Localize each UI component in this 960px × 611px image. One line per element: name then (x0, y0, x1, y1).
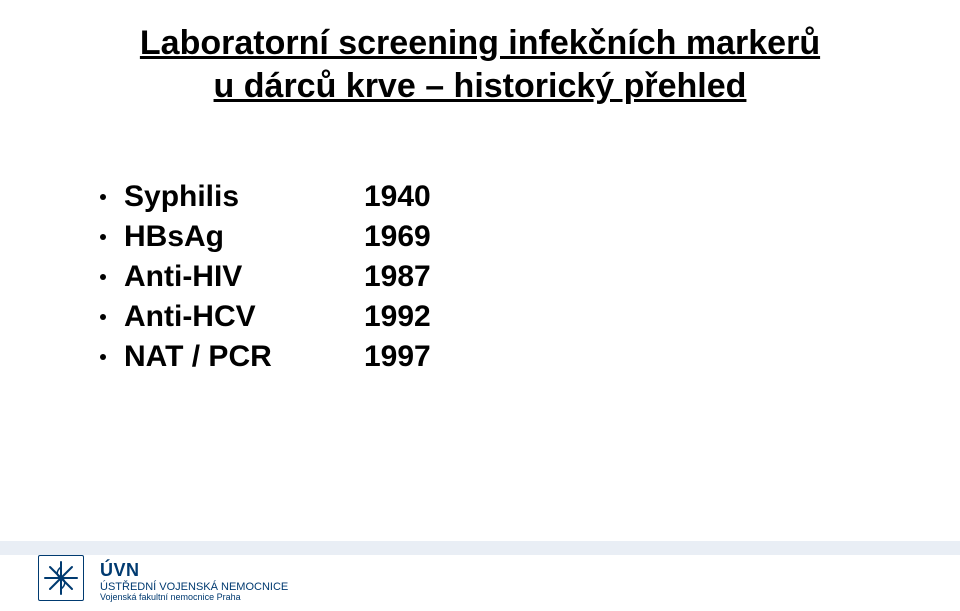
bullet-dot-icon (100, 354, 106, 360)
bullet-dot-icon (100, 194, 106, 200)
org-acronym: ÚVN (100, 560, 288, 581)
footer-band (0, 541, 960, 555)
list-item: Syphilis 1940 (100, 180, 431, 214)
item-value: 1940 (364, 180, 431, 214)
list-item: NAT / PCR 1997 (100, 340, 431, 374)
bullet-dot-icon (100, 274, 106, 280)
slide-title: Laboratorní screening infekčních markerů… (0, 22, 960, 107)
bullet-dot-icon (100, 234, 106, 240)
list-item: Anti-HCV 1992 (100, 300, 431, 334)
footer: ÚVN ÚSTŘEDNÍ VOJENSKÁ NEMOCNICE Vojenská… (0, 541, 960, 611)
item-label: HBsAg (124, 220, 364, 254)
org-text: ÚVN ÚSTŘEDNÍ VOJENSKÁ NEMOCNICE Vojenská… (100, 560, 288, 603)
bullet-list: Syphilis 1940 HBsAg 1969 Anti-HIV 1987 A… (100, 180, 431, 380)
item-label: Anti-HIV (124, 260, 364, 294)
title-line-1: Laboratorní screening infekčních markerů (0, 22, 960, 65)
item-label: Syphilis (124, 180, 364, 214)
title-line-2: u dárců krve – historický přehled (0, 65, 960, 108)
item-value: 1969 (364, 220, 431, 254)
hospital-logo-icon (38, 555, 84, 601)
item-value: 1987 (364, 260, 431, 294)
org-sub: Vojenská fakultní nemocnice Praha (100, 593, 288, 603)
list-item: HBsAg 1969 (100, 220, 431, 254)
list-item: Anti-HIV 1987 (100, 260, 431, 294)
item-label: NAT / PCR (124, 340, 364, 374)
bullet-dot-icon (100, 314, 106, 320)
item-value: 1992 (364, 300, 431, 334)
item-label: Anti-HCV (124, 300, 364, 334)
item-value: 1997 (364, 340, 431, 374)
